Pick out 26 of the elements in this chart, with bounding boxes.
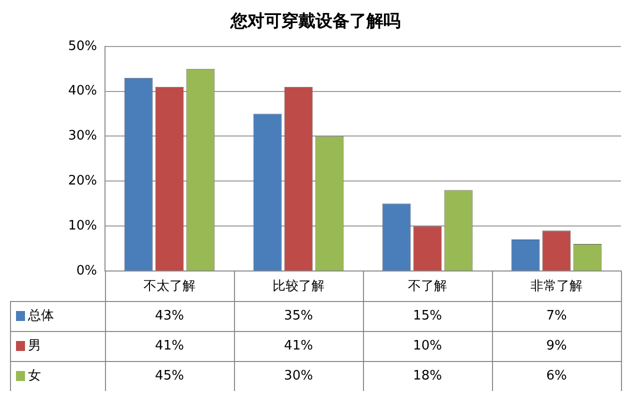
data-label: 15% xyxy=(413,308,442,324)
x-tick-label: 比较了解 xyxy=(272,279,324,294)
legend-label: 总体 xyxy=(27,308,54,324)
y-tick-label: 0% xyxy=(76,263,97,278)
data-label: 7% xyxy=(546,308,567,324)
data-label: 9% xyxy=(546,338,567,354)
data-label: 30% xyxy=(284,368,313,384)
data-label: 35% xyxy=(284,308,313,324)
x-tick-label: 不太了解 xyxy=(144,279,196,294)
y-tick-label: 50% xyxy=(68,38,97,54)
data-label: 6% xyxy=(546,368,567,384)
y-tick-label: 10% xyxy=(68,218,97,234)
y-tick-label: 40% xyxy=(68,84,97,99)
y-tick-label: 20% xyxy=(68,174,97,189)
chart-title: 您对可穿戴设备了解吗 xyxy=(230,12,400,32)
legend-label: 男 xyxy=(28,338,41,354)
data-label: 10% xyxy=(413,338,442,354)
data-label: 45% xyxy=(155,368,184,384)
data-label: 18% xyxy=(413,368,442,384)
data-label: 41% xyxy=(284,338,313,354)
x-tick-label: 非常了解 xyxy=(530,279,582,294)
legend-label: 女 xyxy=(28,368,41,384)
data-label: 43% xyxy=(155,308,184,324)
data-label: 41% xyxy=(155,338,184,354)
x-tick-label: 不了解 xyxy=(408,279,447,294)
y-tick-label: 30% xyxy=(68,128,97,144)
